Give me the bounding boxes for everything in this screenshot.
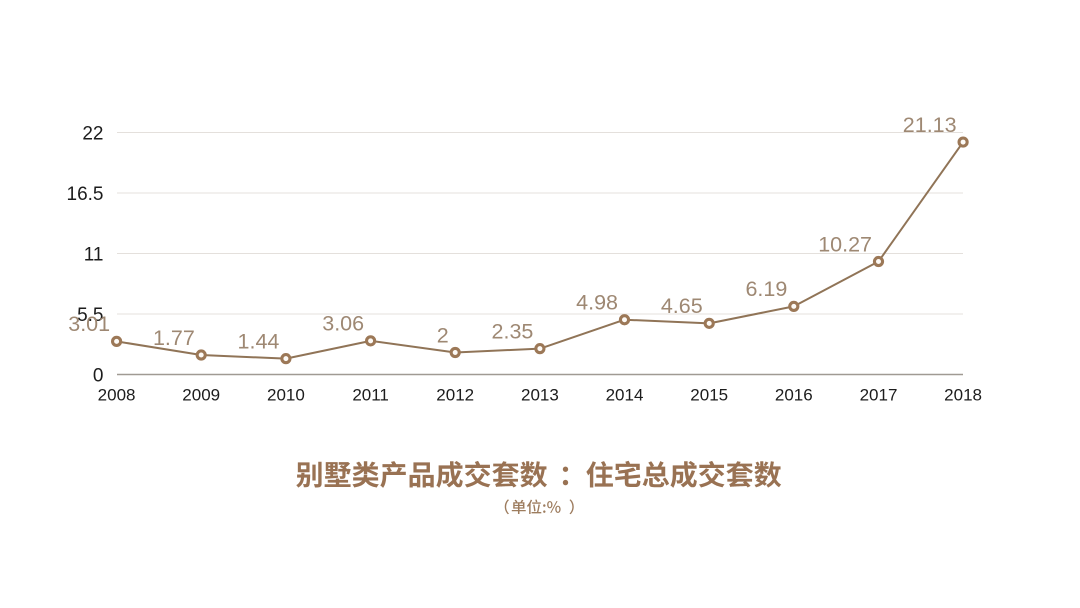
svg-text:1.44: 1.44 [238, 329, 280, 353]
svg-text:2009: 2009 [182, 386, 220, 405]
svg-text:2010: 2010 [267, 386, 305, 405]
svg-text:2017: 2017 [860, 386, 898, 405]
svg-text:2008: 2008 [98, 386, 136, 405]
svg-text:2: 2 [437, 323, 449, 347]
svg-text:10.27: 10.27 [818, 232, 872, 256]
svg-text:11: 11 [84, 244, 104, 265]
svg-text:6.19: 6.19 [745, 277, 787, 301]
svg-text:2.35: 2.35 [492, 319, 534, 343]
svg-text:22: 22 [82, 123, 103, 144]
svg-text:16.5: 16.5 [67, 184, 104, 205]
svg-text:4.65: 4.65 [661, 294, 703, 318]
svg-text:4.98: 4.98 [576, 291, 618, 315]
svg-text:2018: 2018 [944, 386, 982, 405]
svg-text:2011: 2011 [352, 386, 389, 405]
svg-text:1.77: 1.77 [153, 326, 195, 350]
svg-text:5.5: 5.5 [77, 305, 103, 326]
svg-text:2015: 2015 [690, 386, 728, 405]
svg-text:3.01: 3.01 [68, 312, 110, 336]
svg-text:2016: 2016 [775, 386, 813, 405]
svg-text:2014: 2014 [606, 386, 644, 405]
svg-text:21.13: 21.13 [903, 113, 957, 137]
svg-text:2013: 2013 [521, 386, 559, 405]
svg-text:2012: 2012 [436, 386, 474, 405]
svg-text:0: 0 [93, 365, 104, 386]
svg-text:3.06: 3.06 [322, 312, 364, 336]
